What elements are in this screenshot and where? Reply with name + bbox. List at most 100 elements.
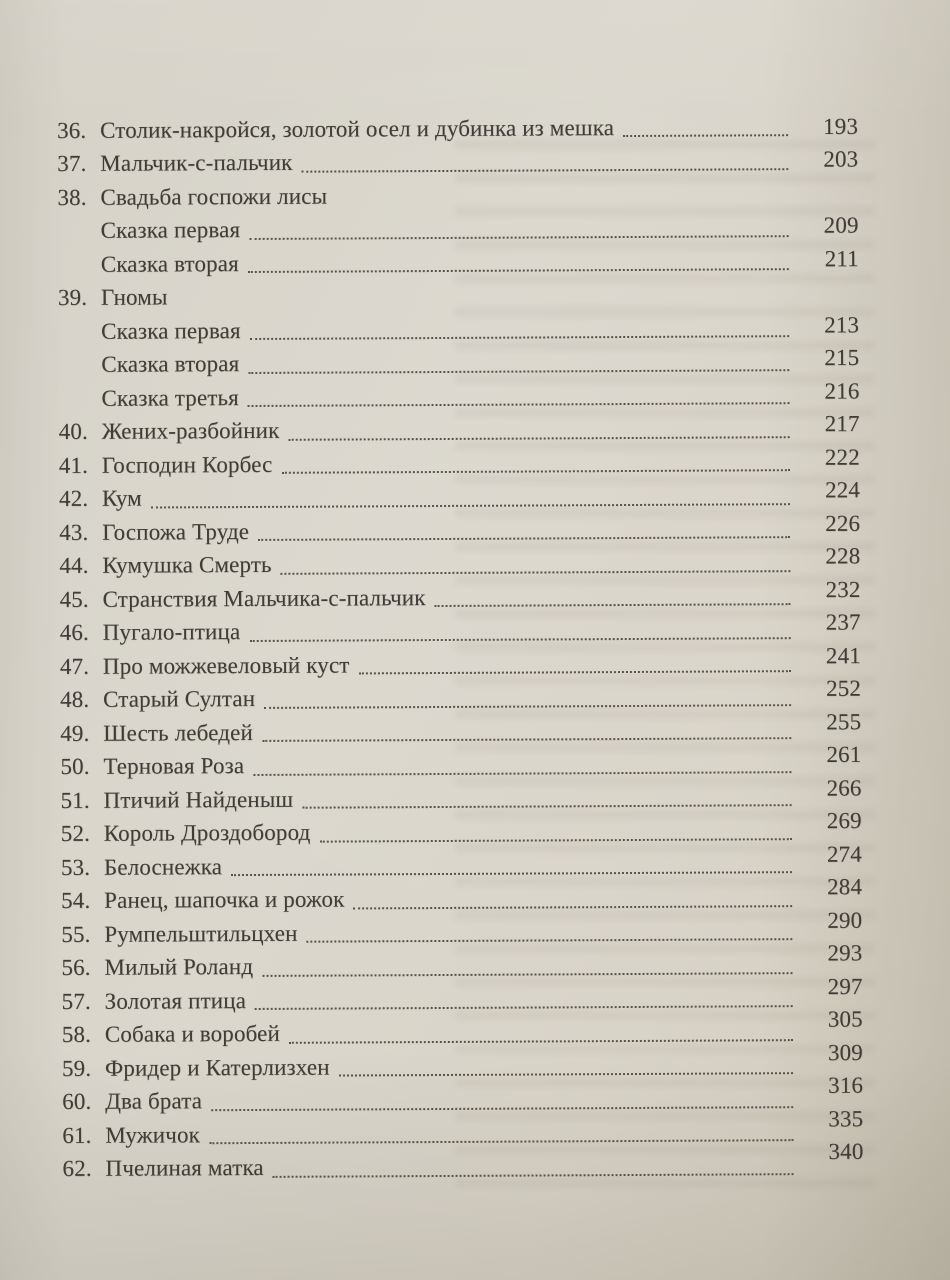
toc-entry-title: Мужичок [105,1122,200,1148]
toc-entry-number: 51. [60,787,90,813]
toc-entry-title: Король Дроздобород [103,819,311,847]
dot-leader [150,479,791,509]
toc-entry: 46. Пугало-птица 237 [59,610,861,650]
toc-entry-title: Свадьба госпожи лисы [100,183,328,210]
toc-entry: 62. Пчелиная матка 340 [62,1139,863,1186]
toc-entry-title: Румпельштильцхен [104,920,298,947]
toc-entry: 47. Про можжевеловый куст 241 [59,642,861,684]
dot-leader [230,848,792,877]
dot-leader [249,613,791,642]
toc-entry: 50. Терновая Роза 261 [60,742,861,784]
dot-leader [288,1015,793,1044]
dot-leader [208,1116,794,1145]
toc-entry: Сказка первая 213 [58,311,859,349]
toc-entry-title: Птичий Найденыш [103,786,294,813]
toc-entry-number: 52. [60,821,91,847]
toc-entry: 37. Мальчик-с-пальчик 203 [57,143,858,181]
toc-entry-number: 54. [61,888,91,914]
toc-entry-number: 61. [62,1122,92,1148]
toc-entry-title: Госпожа Труде [102,518,250,545]
toc-entry-number: 62. [62,1156,92,1182]
toc-entry-title: Белоснежка [103,853,223,880]
toc-entry-title: Старый Султан [103,686,256,713]
toc-entry-number: 58. [61,1022,92,1048]
toc-entry-title: Сказка третья [101,384,239,411]
dot-leader [280,546,791,575]
toc-entry-page: 309 [827,1039,863,1065]
toc-entry-number: 37. [57,151,87,177]
toc-entry-page: 216 [824,378,860,404]
dot-leader [262,948,793,977]
toc-entry-title: Жених-разбойник [101,418,280,445]
toc-entry: 54. Ранец, шапочка и рожок 284 [61,874,862,918]
toc-entry-number: 47. [59,653,90,679]
toc-entry-page: 284 [827,874,863,900]
dot-leader [247,245,789,274]
toc-entry-title: Про можжевеловый куст [102,652,350,679]
dot-leader [353,881,793,910]
dot-leader [258,513,791,542]
toc-entry: 59. Фридер и Катерлизхен 309 [62,1040,863,1086]
toc-entry: 42. Кум 224 [58,477,861,516]
dot-leader [264,680,792,709]
toc-entry-title: Кумушка Смерть [102,552,272,579]
toc-entry-title: Пчелиная матка [105,1155,264,1182]
toc-entry: Сказка вторая 215 [58,344,859,382]
toc-entry-number: 40. [58,419,88,445]
dot-leader [306,915,793,943]
toc-entry-title: Гномы [100,284,168,311]
toc-entry-page: 241 [825,642,861,669]
toc-entry: 55. Румпельштильцхен 290 [61,907,862,952]
toc-entry-title: Сказка первая [100,217,241,244]
toc-entry-title: Терновая Роза [103,753,245,780]
toc-entry-number: 53. [60,854,91,880]
toc-entry-title: Столик-накройся, золотой осел и дубинка … [100,114,615,143]
dot-leader [253,747,792,776]
toc-entry: 48. Старый Султан 252 [60,675,862,717]
toc-entry-page: 215 [824,345,860,371]
toc-entry-page: 269 [826,808,862,834]
toc-entry-number: 49. [60,720,90,746]
toc-entry-number: 48. [60,687,90,713]
toc-entry: 41. Господин Корбес 222 [59,444,860,483]
dot-leader [261,714,792,743]
toc-entry: 45. Странствия Мальчика-с-пальчик 232 [59,576,861,617]
toc-entry-title: Мальчик-с-пальчик [100,150,293,177]
toc-entry: 49. Шесть лебедей 255 [60,709,861,751]
toc-entry-page: 228 [825,543,861,569]
toc-entry-title: Странствия Мальчика-с-пальчик [102,584,426,612]
toc-entry-number: 50. [60,754,90,780]
dot-leader [249,211,789,240]
toc-entry-title: Фридер и Катерлизхен [104,1054,330,1081]
dot-leader [302,781,792,809]
toc-entry-page: 232 [825,576,861,602]
dot-leader [249,312,790,341]
toc-entry-title: Сказка вторая [101,351,240,378]
toc-entry: 53. Белоснежка 274 [60,841,862,885]
dot-leader [248,345,790,374]
toc-entry-page: 335 [828,1105,864,1132]
dot-leader [319,814,792,843]
toc-entry-title: Пугало-птица [102,619,241,646]
toc-entry-page: 305 [827,1006,863,1032]
dot-leader [254,982,793,1011]
toc-entry: 36. Столик-накройся, золотой осел и дуби… [57,110,858,148]
toc-entry-number: 42. [58,486,89,512]
toc-entry-number: 46. [59,620,89,646]
toc-entry-page: 290 [827,907,863,933]
toc-entry-page: 226 [825,510,861,536]
toc-entry-page: 316 [828,1072,864,1099]
toc-entry-page: 213 [824,312,860,338]
dot-leader [281,446,790,475]
dot-leader [358,647,791,675]
toc-entry-page: 224 [824,477,861,503]
toc-entry-title: Ранец, шапочка и рожок [104,886,345,914]
toc-entry-page: 297 [827,973,863,999]
toc-entry: Сказка первая 209 [58,210,859,248]
toc-entry: 58. Собака и воробей 305 [61,1007,863,1052]
toc-entry-title: Сказка первая [101,317,241,344]
toc-entry: 51. Птичий Найденыш 266 [60,775,862,818]
table-of-contents: 36. Столик-накройся, золотой осел и дуби… [57,110,864,1186]
toc-entry-page: 252 [826,675,862,702]
dot-leader [301,144,789,173]
